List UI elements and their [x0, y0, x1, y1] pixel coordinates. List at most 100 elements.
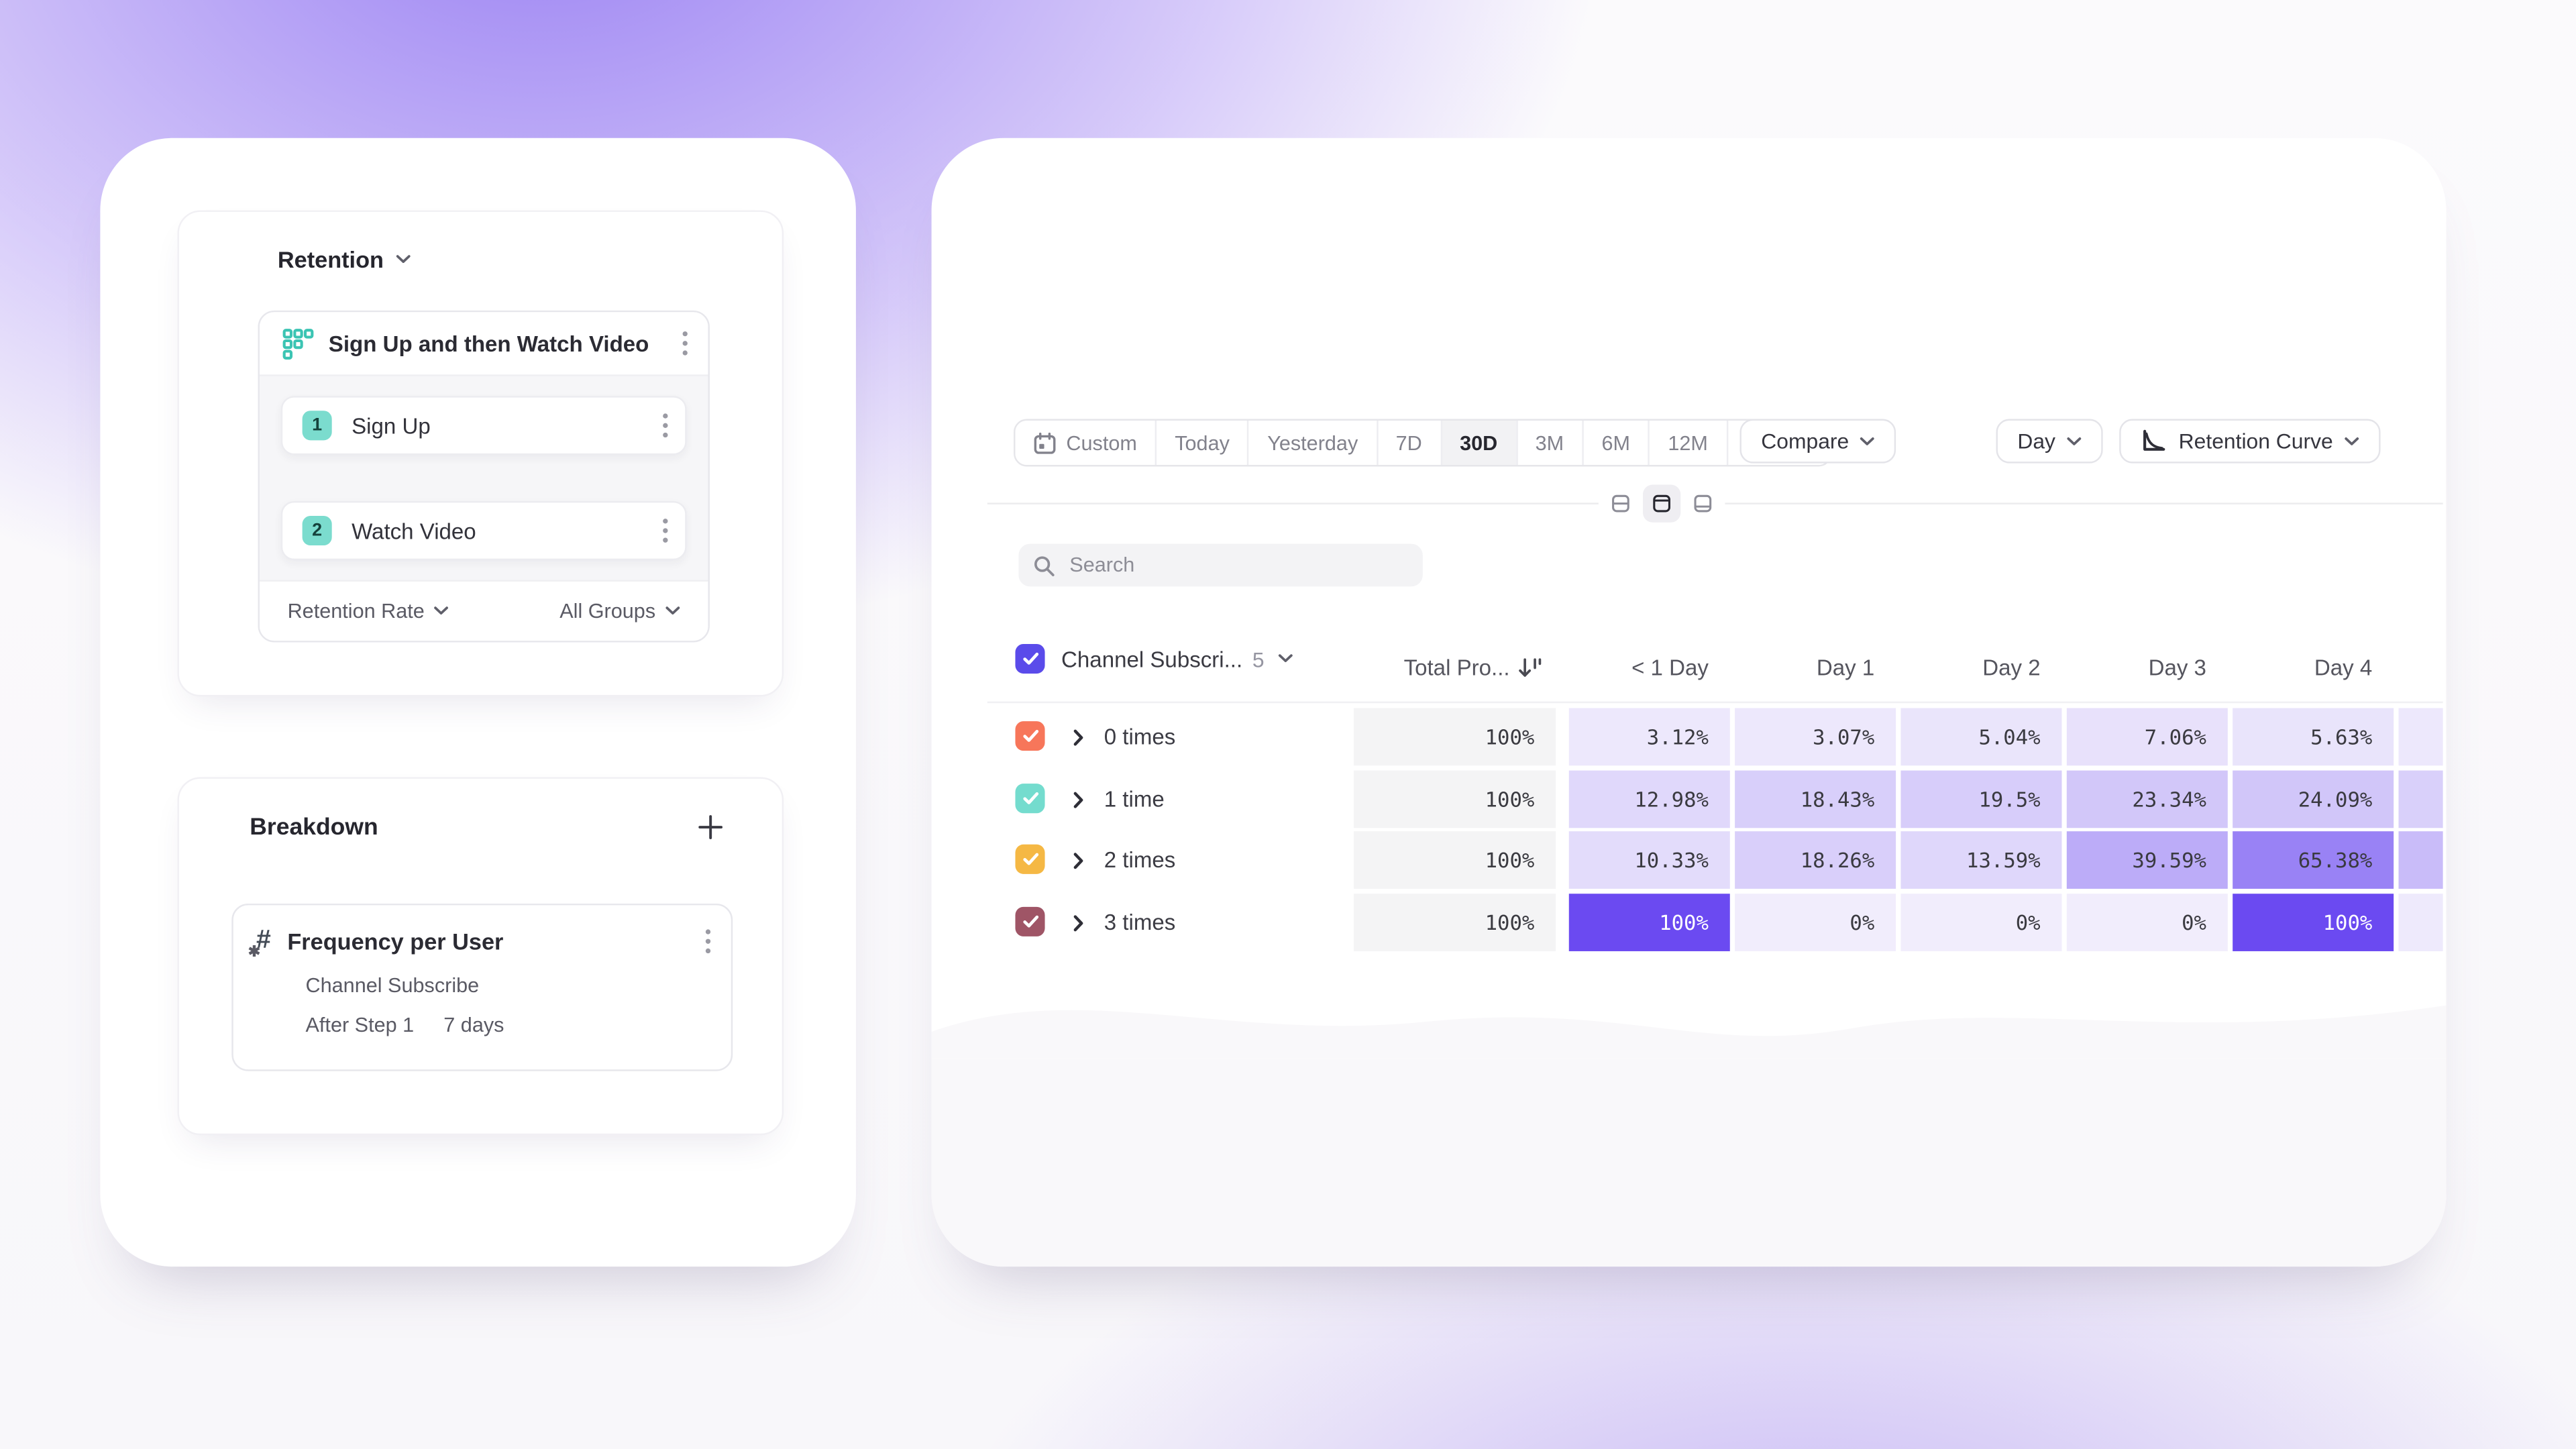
range-button-12m[interactable]: 12M [1648, 420, 1726, 466]
retention-cell[interactable]: 12.98% [1568, 769, 1730, 828]
granularity-dropdown[interactable]: Day [1996, 419, 2104, 464]
column-header-day-3[interactable]: Day 3 [2148, 654, 2206, 680]
funnel-step-1[interactable]: 1 Sign Up [280, 396, 687, 455]
retention-cell[interactable]: 10.33% [1568, 831, 1730, 889]
total-cell: 100% [1353, 831, 1556, 889]
add-breakdown-button[interactable] [695, 812, 727, 843]
step-menu-button[interactable] [659, 515, 672, 547]
breakdown-menu-button[interactable] [702, 925, 715, 958]
retention-cell[interactable]: 18.43% [1735, 769, 1896, 828]
funnel-card: Sign Up and then Watch Video 1 Sign Up 2… [258, 310, 710, 643]
kebab-menu-icon [663, 519, 668, 543]
funnel-title: Sign Up and then Watch Video [328, 331, 649, 356]
chevron-down-icon [1861, 436, 1875, 445]
breakdown-title: Breakdown [250, 814, 378, 841]
row-expand-chevron[interactable] [1073, 853, 1084, 869]
query-builder-panel: Retention Sign Up and then Watch Video 1 [100, 138, 856, 1267]
range-button-custom[interactable]: Custom [1015, 420, 1155, 466]
compare-dropdown[interactable]: Compare [1739, 419, 1897, 464]
retention-cell[interactable]: 3.12% [1568, 708, 1730, 766]
retention-cell[interactable]: 39.59% [2066, 831, 2228, 889]
group-column-header: Channel Subscri... [1061, 646, 1243, 672]
report-panel: CustomTodayYesterday7D30D3M6M12MXTD Comp… [931, 138, 2447, 1267]
funnel-steps-icon [282, 327, 314, 359]
retention-cell[interactable]: 5.63% [2233, 708, 2394, 766]
funnel-menu-button[interactable] [678, 327, 692, 360]
retention-cell-clipped [2398, 708, 2443, 766]
row-checkbox[interactable] [1015, 721, 1045, 751]
range-button-7d[interactable]: 7D [1376, 420, 1440, 466]
view-toggle-chart[interactable] [1684, 484, 1721, 521]
retention-cell[interactable]: 100% [2233, 893, 2394, 951]
retention-cell[interactable]: 0% [1735, 893, 1896, 951]
table-row: 1 time 100% 12.98% 18.43% 19.5% 23.34% 24.09% [932, 769, 2447, 828]
step-label: Watch Video [352, 518, 476, 543]
search-box [1018, 543, 1423, 587]
retention-cell[interactable]: 5.04% [1900, 708, 2062, 766]
layout-chart-icon [1694, 494, 1712, 512]
check-icon [1022, 729, 1038, 742]
column-header-day-1[interactable]: Day 1 [1816, 654, 1875, 680]
layout-split-icon [1612, 494, 1629, 512]
groups-dropdown[interactable]: All Groups [559, 600, 680, 623]
row-checkbox[interactable] [1015, 906, 1045, 936]
measure-dropdown[interactable]: Retention Rate [288, 600, 449, 623]
retention-cell-clipped [2398, 831, 2443, 889]
column-header--1-day[interactable]: < 1 Day [1631, 654, 1709, 680]
step-menu-button[interactable] [659, 409, 672, 442]
chart-controls: Day Retention Curve [1996, 419, 2381, 464]
select-all-checkbox[interactable] [1015, 644, 1045, 674]
check-icon [1022, 853, 1038, 865]
retention-cell[interactable]: 18.26% [1735, 831, 1896, 889]
chevron-right-icon [1073, 729, 1083, 746]
row-expand-chevron[interactable] [1073, 791, 1084, 808]
row-expand-chevron[interactable] [1073, 914, 1084, 931]
retention-cell[interactable]: 65.38% [2233, 831, 2394, 889]
retention-cell[interactable]: 100% [1568, 893, 1730, 951]
total-cell: 100% [1353, 893, 1556, 951]
view-toggle-split[interactable] [1602, 484, 1640, 521]
retention-cell[interactable]: 0% [1900, 893, 2062, 951]
chevron-down-icon [395, 255, 410, 263]
search-input[interactable] [1066, 551, 1408, 579]
breakdown-card[interactable]: # ✱ Frequency per User Channel Subscribe … [231, 903, 733, 1071]
column-header-day-2[interactable]: Day 2 [1982, 654, 2041, 680]
retention-cell[interactable]: 3.07% [1735, 708, 1896, 766]
range-button-6m[interactable]: 6M [1582, 420, 1648, 466]
retention-curve-icon [2143, 429, 2165, 451]
chevron-down-icon [665, 606, 680, 615]
report-type-selector[interactable]: Retention [179, 212, 782, 273]
retention-cell[interactable]: 13.59% [1900, 831, 2062, 889]
total-cell: 100% [1353, 769, 1556, 828]
row-checkbox[interactable] [1015, 782, 1045, 813]
retention-cell[interactable]: 23.34% [2066, 769, 2228, 828]
calendar-icon [1034, 431, 1056, 453]
chevron-down-icon [1277, 654, 1292, 663]
funnel-title-row[interactable]: Sign Up and then Watch Video [259, 312, 708, 375]
step-label: Sign Up [352, 413, 431, 438]
retention-cell[interactable]: 0% [2066, 893, 2228, 951]
range-button-30d[interactable]: 30D [1440, 420, 1516, 466]
plus-icon [698, 815, 723, 839]
date-range-group: CustomTodayYesterday7D30D3M6M12MXTD [1014, 419, 1831, 467]
chart-type-dropdown[interactable]: Retention Curve [2119, 419, 2381, 464]
funnel-steps-zone: 1 Sign Up 2 Watch Video [259, 374, 708, 582]
step-number-badge: 2 [302, 515, 332, 546]
chevron-right-icon [1073, 853, 1083, 869]
check-icon [1022, 791, 1038, 804]
range-button-today[interactable]: Today [1155, 420, 1248, 466]
total-column-header[interactable]: Total Pro... [1354, 644, 1556, 690]
column-header-day-4[interactable]: Day 4 [2314, 654, 2373, 680]
row-label: 0 times [1104, 724, 1176, 749]
retention-cell[interactable]: 7.06% [2066, 708, 2228, 766]
row-checkbox[interactable] [1015, 844, 1045, 874]
row-expand-chevron[interactable] [1073, 729, 1084, 746]
range-button-yesterday[interactable]: Yesterday [1247, 420, 1377, 466]
retention-cell[interactable]: 24.09% [2233, 769, 2394, 828]
chevron-right-icon [1073, 914, 1083, 931]
view-toggle-table[interactable] [1642, 484, 1681, 522]
retention-cell[interactable]: 19.5% [1900, 769, 2062, 828]
funnel-step-2[interactable]: 2 Watch Video [280, 500, 687, 561]
range-button-3m[interactable]: 3M [1515, 420, 1582, 466]
